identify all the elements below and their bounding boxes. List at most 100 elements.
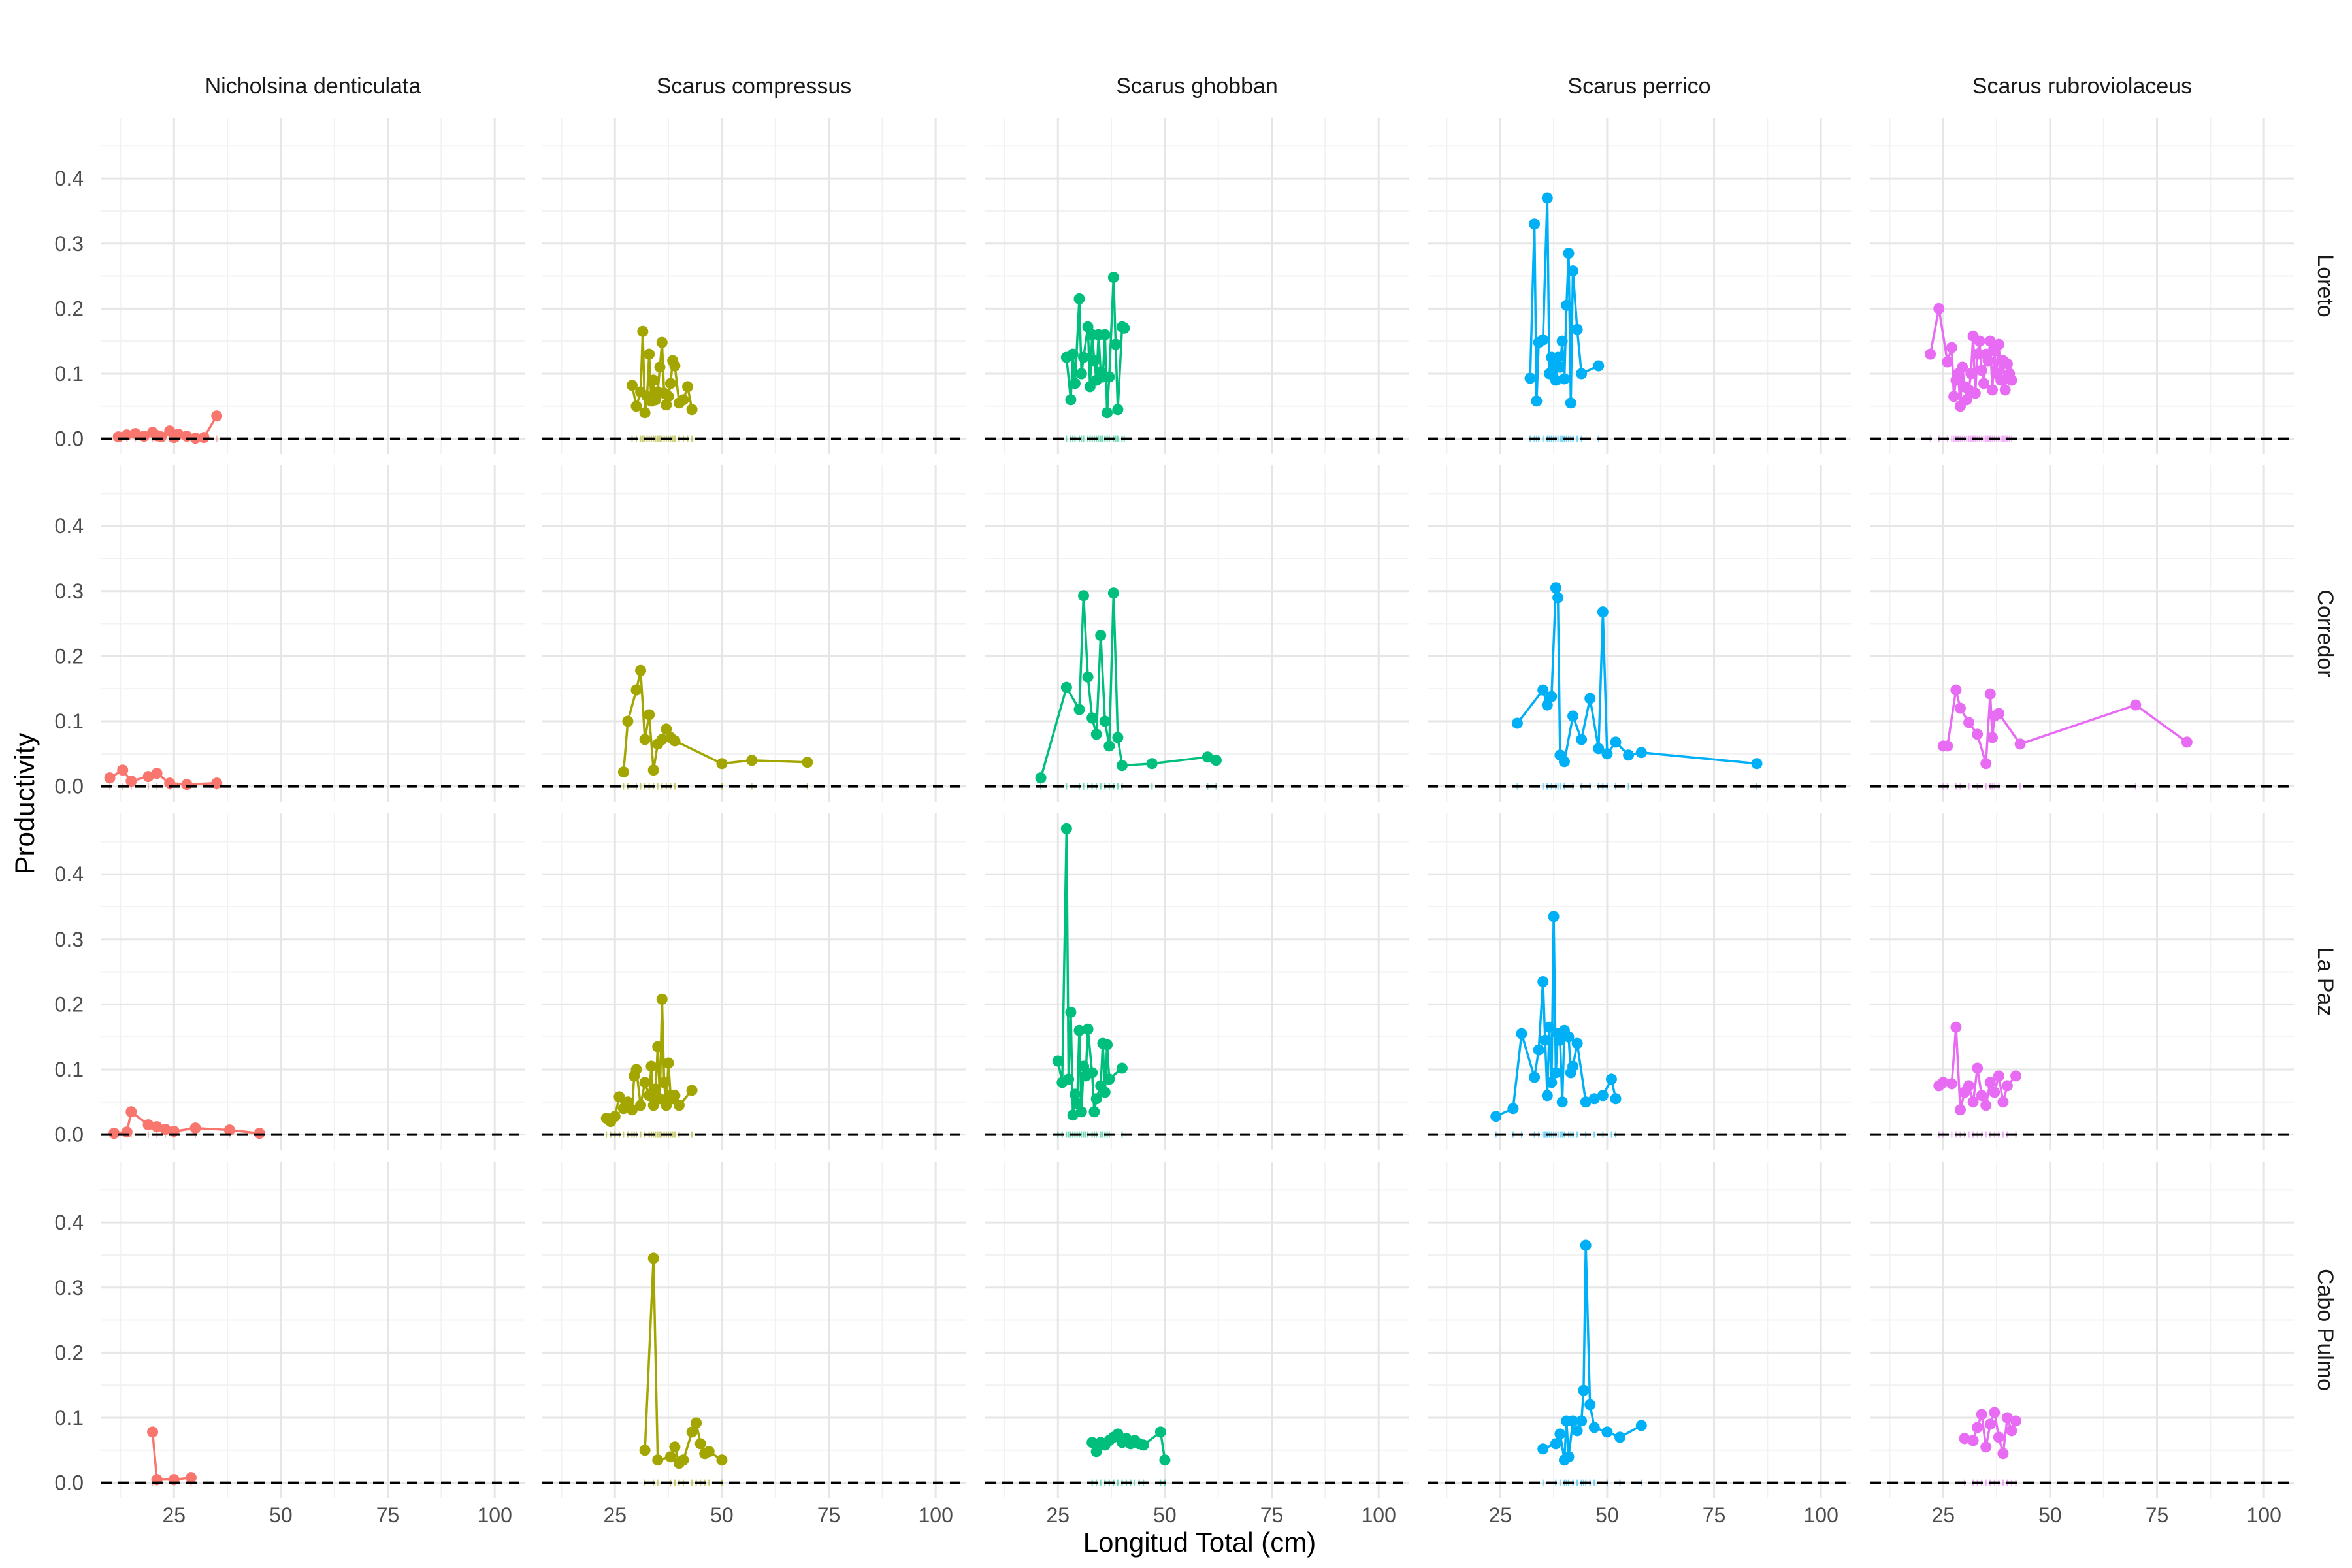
data-point [661, 723, 672, 735]
data-point [635, 1100, 647, 1111]
panel-1-4 [1870, 465, 2294, 802]
data-point [1751, 758, 1763, 770]
data-point [639, 1445, 651, 1456]
data-point [686, 404, 698, 416]
data-point [1946, 342, 1957, 353]
data-point [1099, 715, 1111, 727]
data-point [1554, 1428, 1566, 1440]
data-point [1537, 684, 1549, 696]
data-point [125, 776, 137, 787]
data-point [669, 360, 681, 372]
data-point [637, 325, 649, 337]
panel-2-2 [985, 813, 1409, 1150]
data-point [1567, 265, 1579, 277]
data-point [678, 1454, 689, 1466]
data-point [1065, 1006, 1077, 1018]
facet-panels: Nicholsina denticulata Scarus compressus S… [55, 74, 2338, 1527]
data-point [1071, 1098, 1083, 1109]
data-point [1112, 1428, 1124, 1440]
y-tick-label: 0.3 [55, 580, 84, 603]
data-point [1550, 1067, 1561, 1079]
data-point [1948, 391, 1960, 402]
data-point [2010, 1070, 2022, 1082]
panel-1-1 [542, 465, 966, 802]
data-point [1588, 1093, 1600, 1105]
data-point [609, 1111, 621, 1122]
panel-1-0 [101, 465, 525, 802]
data-point [694, 1438, 706, 1450]
data-point [647, 764, 659, 776]
data-point [1552, 592, 1564, 604]
data-point [659, 1077, 670, 1088]
data-point [142, 1119, 154, 1131]
data-point [1548, 911, 1560, 923]
data-point [1987, 732, 1999, 743]
data-point [662, 391, 674, 402]
data-point [617, 766, 629, 778]
data-point [1533, 1044, 1544, 1056]
data-point [1550, 582, 1561, 594]
x-tick-label: 50 [1153, 1503, 1177, 1527]
data-point [1942, 356, 1953, 368]
data-point [1593, 360, 1605, 372]
y-tick-label: 0.1 [55, 1058, 84, 1081]
data-point [1531, 395, 1543, 407]
series-line [1039, 591, 1217, 779]
data-point [1984, 335, 1996, 347]
data-point [1950, 684, 1962, 696]
x-axis-title: Longitud Total (cm) [1083, 1527, 1316, 1558]
data-point [649, 1083, 661, 1095]
panel-2-4 [1870, 813, 2294, 1150]
data-point [1035, 772, 1047, 784]
data-point [1571, 1037, 1583, 1049]
y-tick-label: 0.2 [55, 644, 84, 668]
data-point [1635, 1420, 1647, 1431]
series-line [644, 1257, 723, 1465]
data-point [2010, 1415, 2022, 1427]
data-point [1993, 1431, 2004, 1443]
data-point [1972, 728, 1984, 740]
data-point [1984, 688, 1996, 700]
data-point [181, 779, 193, 791]
y-tick-label: 0.4 [55, 514, 84, 538]
data-point [1537, 334, 1549, 346]
data-point [746, 755, 758, 766]
data-point [1972, 348, 1984, 360]
data-point [1078, 590, 1090, 602]
data-point [104, 772, 116, 784]
data-point [1099, 1086, 1111, 1098]
data-point [669, 1090, 681, 1102]
data-point [211, 410, 223, 422]
data-point [2014, 738, 2026, 750]
data-point [1154, 1426, 1166, 1438]
data-point [1112, 732, 1124, 743]
x-tick-label: 25 [1488, 1503, 1512, 1527]
facet-label-species: Scarus perrico [1567, 74, 1710, 99]
data-point [1576, 734, 1588, 745]
data-point [1982, 355, 1994, 367]
data-point [1539, 1034, 1551, 1046]
data-point [1065, 394, 1077, 406]
data-point [1571, 323, 1583, 335]
data-point [1060, 823, 1072, 834]
data-point [1976, 365, 1987, 376]
y-tick-label: 0.4 [55, 1211, 84, 1234]
y-tick-label: 0.4 [55, 167, 84, 190]
data-point [2006, 374, 2017, 386]
data-point [1201, 751, 1213, 763]
data-point [1980, 758, 1992, 770]
data-point [1997, 1448, 2009, 1460]
panel-2-0 [101, 813, 525, 1150]
series-line [1943, 689, 2188, 765]
data-point [1567, 1060, 1579, 1072]
data-point [1584, 1399, 1596, 1411]
facet-label-species: Scarus compressus [657, 74, 852, 99]
data-point [639, 1077, 651, 1088]
data-point [1967, 1096, 1979, 1108]
data-point [1541, 192, 1553, 204]
data-point [1078, 1060, 1090, 1072]
data-point [147, 1426, 159, 1438]
x-tick-label: 25 [1046, 1503, 1070, 1527]
data-point [647, 1252, 659, 1264]
y-tick-label: 0.1 [55, 1406, 84, 1429]
